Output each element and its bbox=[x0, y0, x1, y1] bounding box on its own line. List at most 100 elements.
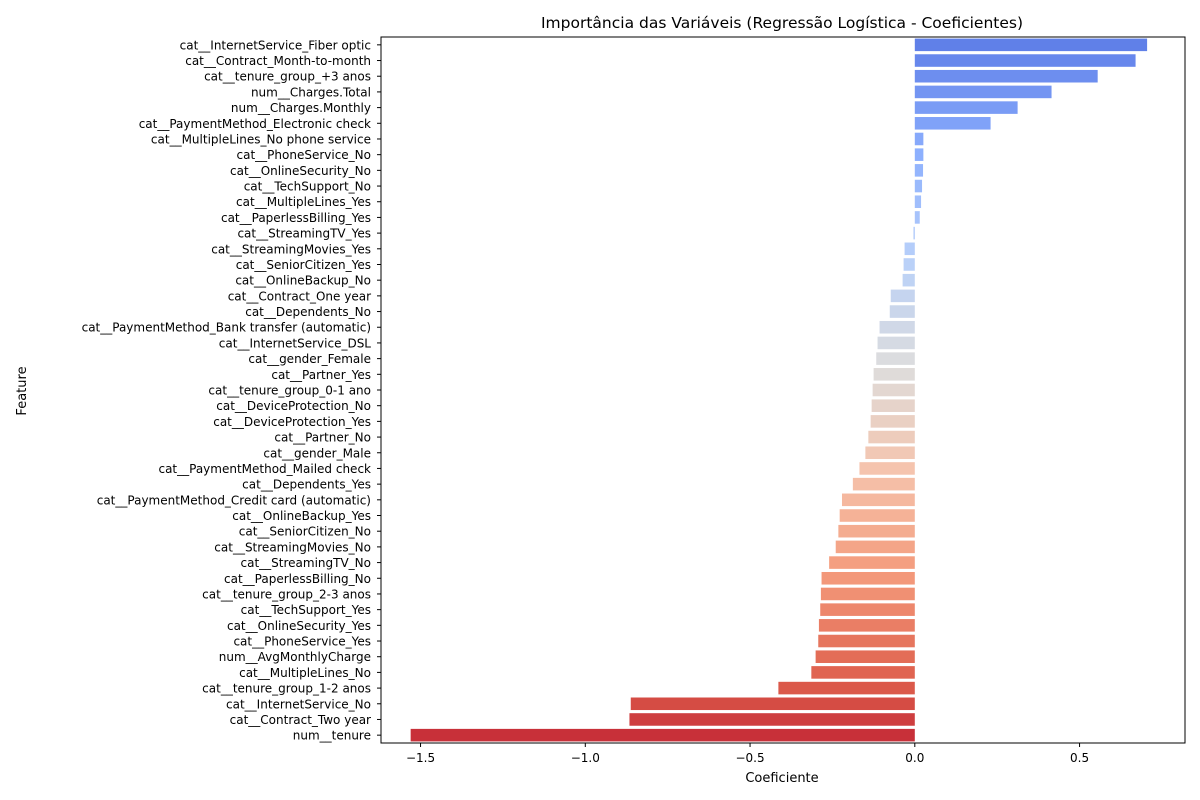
y-tick-label: cat__Dependents_Yes bbox=[242, 478, 371, 492]
y-tick-label: cat__Partner_Yes bbox=[271, 368, 371, 382]
bar bbox=[859, 462, 915, 475]
bar bbox=[820, 603, 915, 616]
y-tick-label: cat__SeniorCitizen_Yes bbox=[236, 258, 371, 272]
x-tick-label: −1.0 bbox=[571, 751, 600, 765]
bar bbox=[889, 305, 915, 318]
y-tick-label: num__AvgMonthlyCharge bbox=[219, 650, 371, 664]
y-tick-label: cat__StreamingTV_Yes bbox=[237, 227, 371, 241]
bar bbox=[839, 509, 915, 522]
chart-title: Importância das Variáveis (Regressão Log… bbox=[541, 14, 1023, 32]
bar bbox=[914, 179, 923, 193]
y-tick-label: num__tenure bbox=[293, 729, 371, 743]
y-tick-label: cat__SeniorCitizen_No bbox=[239, 525, 371, 539]
bar bbox=[630, 697, 915, 711]
y-tick-label: cat__tenure_group_2-3 anos bbox=[202, 587, 371, 601]
y-tick-label: cat__PaymentMethod_Electronic check bbox=[139, 117, 371, 131]
y-tick-label: cat__DeviceProtection_No bbox=[216, 399, 371, 413]
bar bbox=[879, 320, 915, 334]
y-tick-label: cat__DeviceProtection_Yes bbox=[213, 415, 371, 429]
y-tick-label: cat__PhoneService_No bbox=[237, 148, 372, 162]
y-tick-label: cat__tenure_group_+3 anos bbox=[204, 70, 371, 84]
bar bbox=[410, 728, 915, 742]
y-tick-label: num__Charges.Monthly bbox=[231, 101, 371, 115]
bar bbox=[914, 38, 1148, 52]
y-tick-label: cat__TechSupport_Yes bbox=[241, 603, 371, 617]
bar bbox=[871, 399, 915, 412]
y-tick-label: cat__Dependents_No bbox=[245, 305, 371, 319]
y-tick-label: cat__OnlineSecurity_Yes bbox=[227, 619, 371, 633]
bar bbox=[778, 681, 915, 695]
x-tick-label: −1.5 bbox=[406, 751, 435, 765]
y-tick-label: cat__InternetService_Fiber optic bbox=[180, 38, 371, 52]
bar bbox=[870, 415, 915, 428]
x-tick-label: 0.0 bbox=[905, 751, 924, 765]
bar bbox=[914, 69, 1098, 83]
bar bbox=[865, 446, 915, 460]
bar bbox=[914, 195, 922, 209]
y-tick-label: cat__PhoneService_Yes bbox=[233, 635, 371, 649]
y-tick-label: cat__PaperlessBilling_Yes bbox=[221, 211, 371, 225]
y-tick-label: cat__StreamingMovies_Yes bbox=[211, 242, 371, 256]
y-tick-labels: cat__InternetService_Fiber optic cat__Con… bbox=[82, 38, 381, 743]
y-tick-label: cat__Contract_One year bbox=[228, 289, 371, 303]
bar bbox=[821, 571, 915, 585]
y-tick-label: cat__StreamingMovies_No bbox=[214, 540, 371, 554]
bar bbox=[914, 85, 1052, 99]
bar bbox=[914, 164, 924, 177]
y-tick-label: cat__Contract_Month-to-month bbox=[185, 54, 371, 68]
bar bbox=[914, 117, 991, 130]
y-tick-label: cat__MultipleLines_Yes bbox=[236, 195, 371, 209]
bar bbox=[841, 493, 915, 507]
x-ticks: −1.5 −1.0 −0.5 0.0 0.5 bbox=[406, 743, 1089, 765]
bar bbox=[890, 289, 915, 303]
bar bbox=[902, 273, 915, 287]
bar bbox=[818, 619, 915, 632]
y-tick-label: cat__InternetService_DSL bbox=[219, 336, 372, 350]
bar bbox=[818, 634, 915, 648]
bar bbox=[876, 352, 915, 365]
x-axis-label: Coeficiente bbox=[745, 771, 818, 786]
y-tick-label: cat__PaymentMethod_Mailed check bbox=[158, 462, 371, 476]
y-tick-label: cat__OnlineSecurity_No bbox=[230, 164, 371, 178]
bar bbox=[904, 242, 915, 256]
bar bbox=[820, 587, 915, 601]
bar bbox=[873, 368, 915, 381]
y-tick-label: cat__MultipleLines_No phone service bbox=[151, 132, 371, 146]
y-tick-label: cat__tenure_group_0-1 ano bbox=[208, 384, 371, 398]
bar bbox=[838, 524, 915, 538]
y-tick-label: cat__TechSupport_No bbox=[244, 180, 371, 194]
bar bbox=[914, 148, 924, 161]
bar bbox=[914, 54, 1136, 67]
y-tick-label: cat__gender_Female bbox=[248, 352, 371, 366]
bar bbox=[872, 383, 915, 397]
x-tick-label: −0.5 bbox=[735, 751, 764, 765]
bar bbox=[914, 211, 920, 224]
bar bbox=[914, 101, 1018, 114]
y-tick-label: cat__MultipleLines_No bbox=[239, 666, 371, 680]
y-tick-label: cat__StreamingTV_No bbox=[241, 556, 372, 570]
bar bbox=[852, 477, 915, 491]
y-tick-label: cat__tenure_group_1-2 anos bbox=[202, 682, 371, 696]
bar bbox=[811, 666, 915, 679]
plot-frame bbox=[380, 36, 1186, 744]
y-axis-label: Feature bbox=[15, 366, 30, 415]
bars-group bbox=[410, 38, 1148, 742]
y-tick-label: cat__Partner_No bbox=[274, 431, 371, 445]
bar bbox=[868, 430, 915, 444]
x-tick-label: 0.5 bbox=[1070, 751, 1089, 765]
y-tick-label: cat__InternetService_No bbox=[226, 697, 371, 711]
bar bbox=[815, 650, 915, 663]
y-tick-label: cat__Contract_Two year bbox=[230, 713, 371, 727]
bar bbox=[829, 556, 915, 569]
bar bbox=[835, 540, 915, 554]
y-tick-label: cat__gender_Male bbox=[263, 446, 371, 460]
bar bbox=[914, 132, 924, 146]
y-tick-label: num__Charges.Total bbox=[251, 85, 371, 99]
y-tick-label: cat__PaymentMethod_Bank transfer (automa… bbox=[82, 321, 371, 335]
y-tick-label: cat__PaperlessBilling_No bbox=[224, 572, 371, 586]
bar bbox=[903, 258, 915, 271]
bar bbox=[913, 226, 915, 240]
y-tick-label: cat__OnlineBackup_No bbox=[235, 274, 371, 288]
y-tick-label: cat__OnlineBackup_Yes bbox=[232, 509, 371, 523]
